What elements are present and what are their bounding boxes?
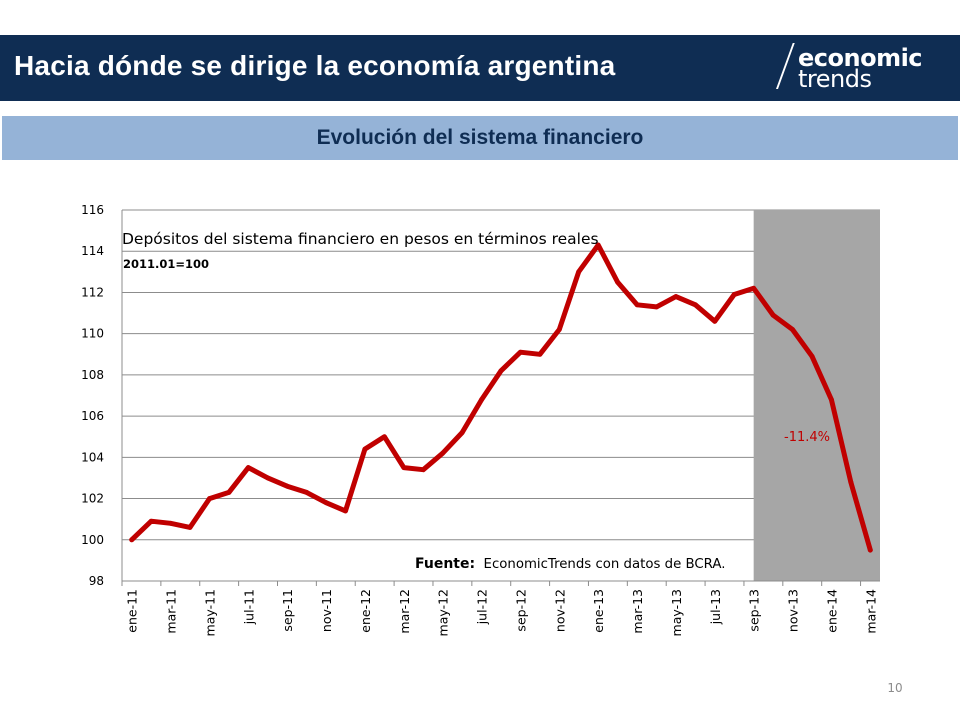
chart-title: Depósitos del sistema financiero en peso… [122, 230, 599, 248]
data-point [381, 434, 387, 440]
y-tick-label: 106 [81, 409, 104, 423]
data-point [556, 327, 562, 332]
data-point [673, 294, 679, 299]
change-annotation: -11.4% [784, 430, 830, 445]
y-tick-label: 110 [81, 327, 104, 341]
data-point [304, 489, 310, 495]
y-tick-label: 100 [81, 533, 104, 547]
x-tick-label: nov-13 [786, 589, 801, 632]
data-point [245, 465, 251, 471]
x-tick-label: sep-13 [747, 589, 762, 632]
data-point [226, 489, 232, 495]
x-tick-label: sep-12 [513, 589, 528, 632]
x-tick-label: nov-11 [319, 589, 334, 632]
presentation-title: Hacia dónde se dirige la economía argent… [14, 50, 616, 81]
section-title: Evolución del sistema financiero [316, 126, 644, 149]
section-bar: Evolución del sistema financiero [2, 116, 958, 160]
x-tick-label: may-11 [202, 589, 217, 636]
data-point [284, 483, 290, 489]
x-tick-label: may-13 [669, 589, 684, 636]
x-tick-label: mar-14 [863, 589, 878, 634]
x-tick-label: mar-13 [630, 589, 645, 634]
y-tick-label: 114 [81, 244, 104, 258]
data-point [343, 508, 348, 514]
data-point [790, 327, 795, 332]
data-point [537, 351, 543, 357]
source-label: Fuente: [415, 556, 475, 572]
y-tick-label: 116 [81, 203, 104, 217]
data-point [498, 368, 504, 374]
y-tick-label: 104 [81, 450, 104, 464]
data-point [440, 450, 446, 456]
data-point [751, 285, 757, 291]
data-point [129, 537, 135, 543]
data-point [634, 302, 640, 308]
data-point [654, 304, 659, 310]
data-point [712, 318, 718, 324]
x-tick-label: ene-14 [824, 589, 839, 633]
logo-word-trends: trends [798, 65, 872, 93]
data-point [692, 302, 698, 308]
x-tick-label: ene-11 [125, 589, 140, 633]
x-tick-label: mar-11 [164, 589, 179, 634]
data-point [731, 292, 737, 297]
data-point [867, 547, 873, 553]
x-tick-label: ene-13 [591, 589, 606, 633]
x-tick-label: jul-11 [241, 589, 256, 625]
x-tick-label: ene-12 [358, 589, 373, 633]
data-point [809, 353, 815, 359]
data-point [187, 525, 193, 530]
source-text: EconomicTrends con datos de BCRA. [484, 557, 726, 572]
data-point [323, 500, 329, 506]
x-tick-label: nov-12 [552, 589, 567, 632]
data-point [829, 397, 834, 403]
header-bar: Hacia dónde se dirige la economía argent… [0, 35, 960, 101]
y-tick-label: 102 [81, 492, 104, 506]
x-tick-label: sep-11 [280, 589, 295, 632]
x-tick-label: jul-12 [475, 589, 490, 625]
data-point [168, 520, 173, 526]
data-point [207, 496, 212, 501]
y-tick-label: 108 [81, 368, 104, 382]
y-tick-label: 98 [89, 574, 104, 588]
data-point [401, 465, 407, 471]
data-point [576, 269, 582, 275]
data-point [518, 349, 523, 355]
data-point [479, 397, 484, 403]
economic-trends-logo: economic trends [776, 41, 946, 95]
data-point [770, 312, 776, 318]
data-point [362, 446, 368, 452]
data-point [848, 479, 854, 485]
x-tick-label: may-12 [436, 589, 451, 636]
x-tick-label: jul-13 [708, 589, 723, 625]
data-point [265, 475, 271, 481]
logo-word-economic: economic [798, 44, 923, 72]
page-number: 10 [887, 681, 903, 695]
x-tick-label: mar-12 [397, 589, 412, 634]
data-point [420, 467, 426, 473]
source-note: Fuente: EconomicTrends con datos de BCRA… [415, 556, 725, 572]
data-point [148, 518, 154, 524]
data-point [615, 279, 621, 285]
data-point [595, 242, 601, 248]
chart-subtitle: 2011.01=100 [123, 257, 209, 271]
y-tick-label: 112 [81, 285, 104, 299]
data-point [459, 430, 465, 435]
